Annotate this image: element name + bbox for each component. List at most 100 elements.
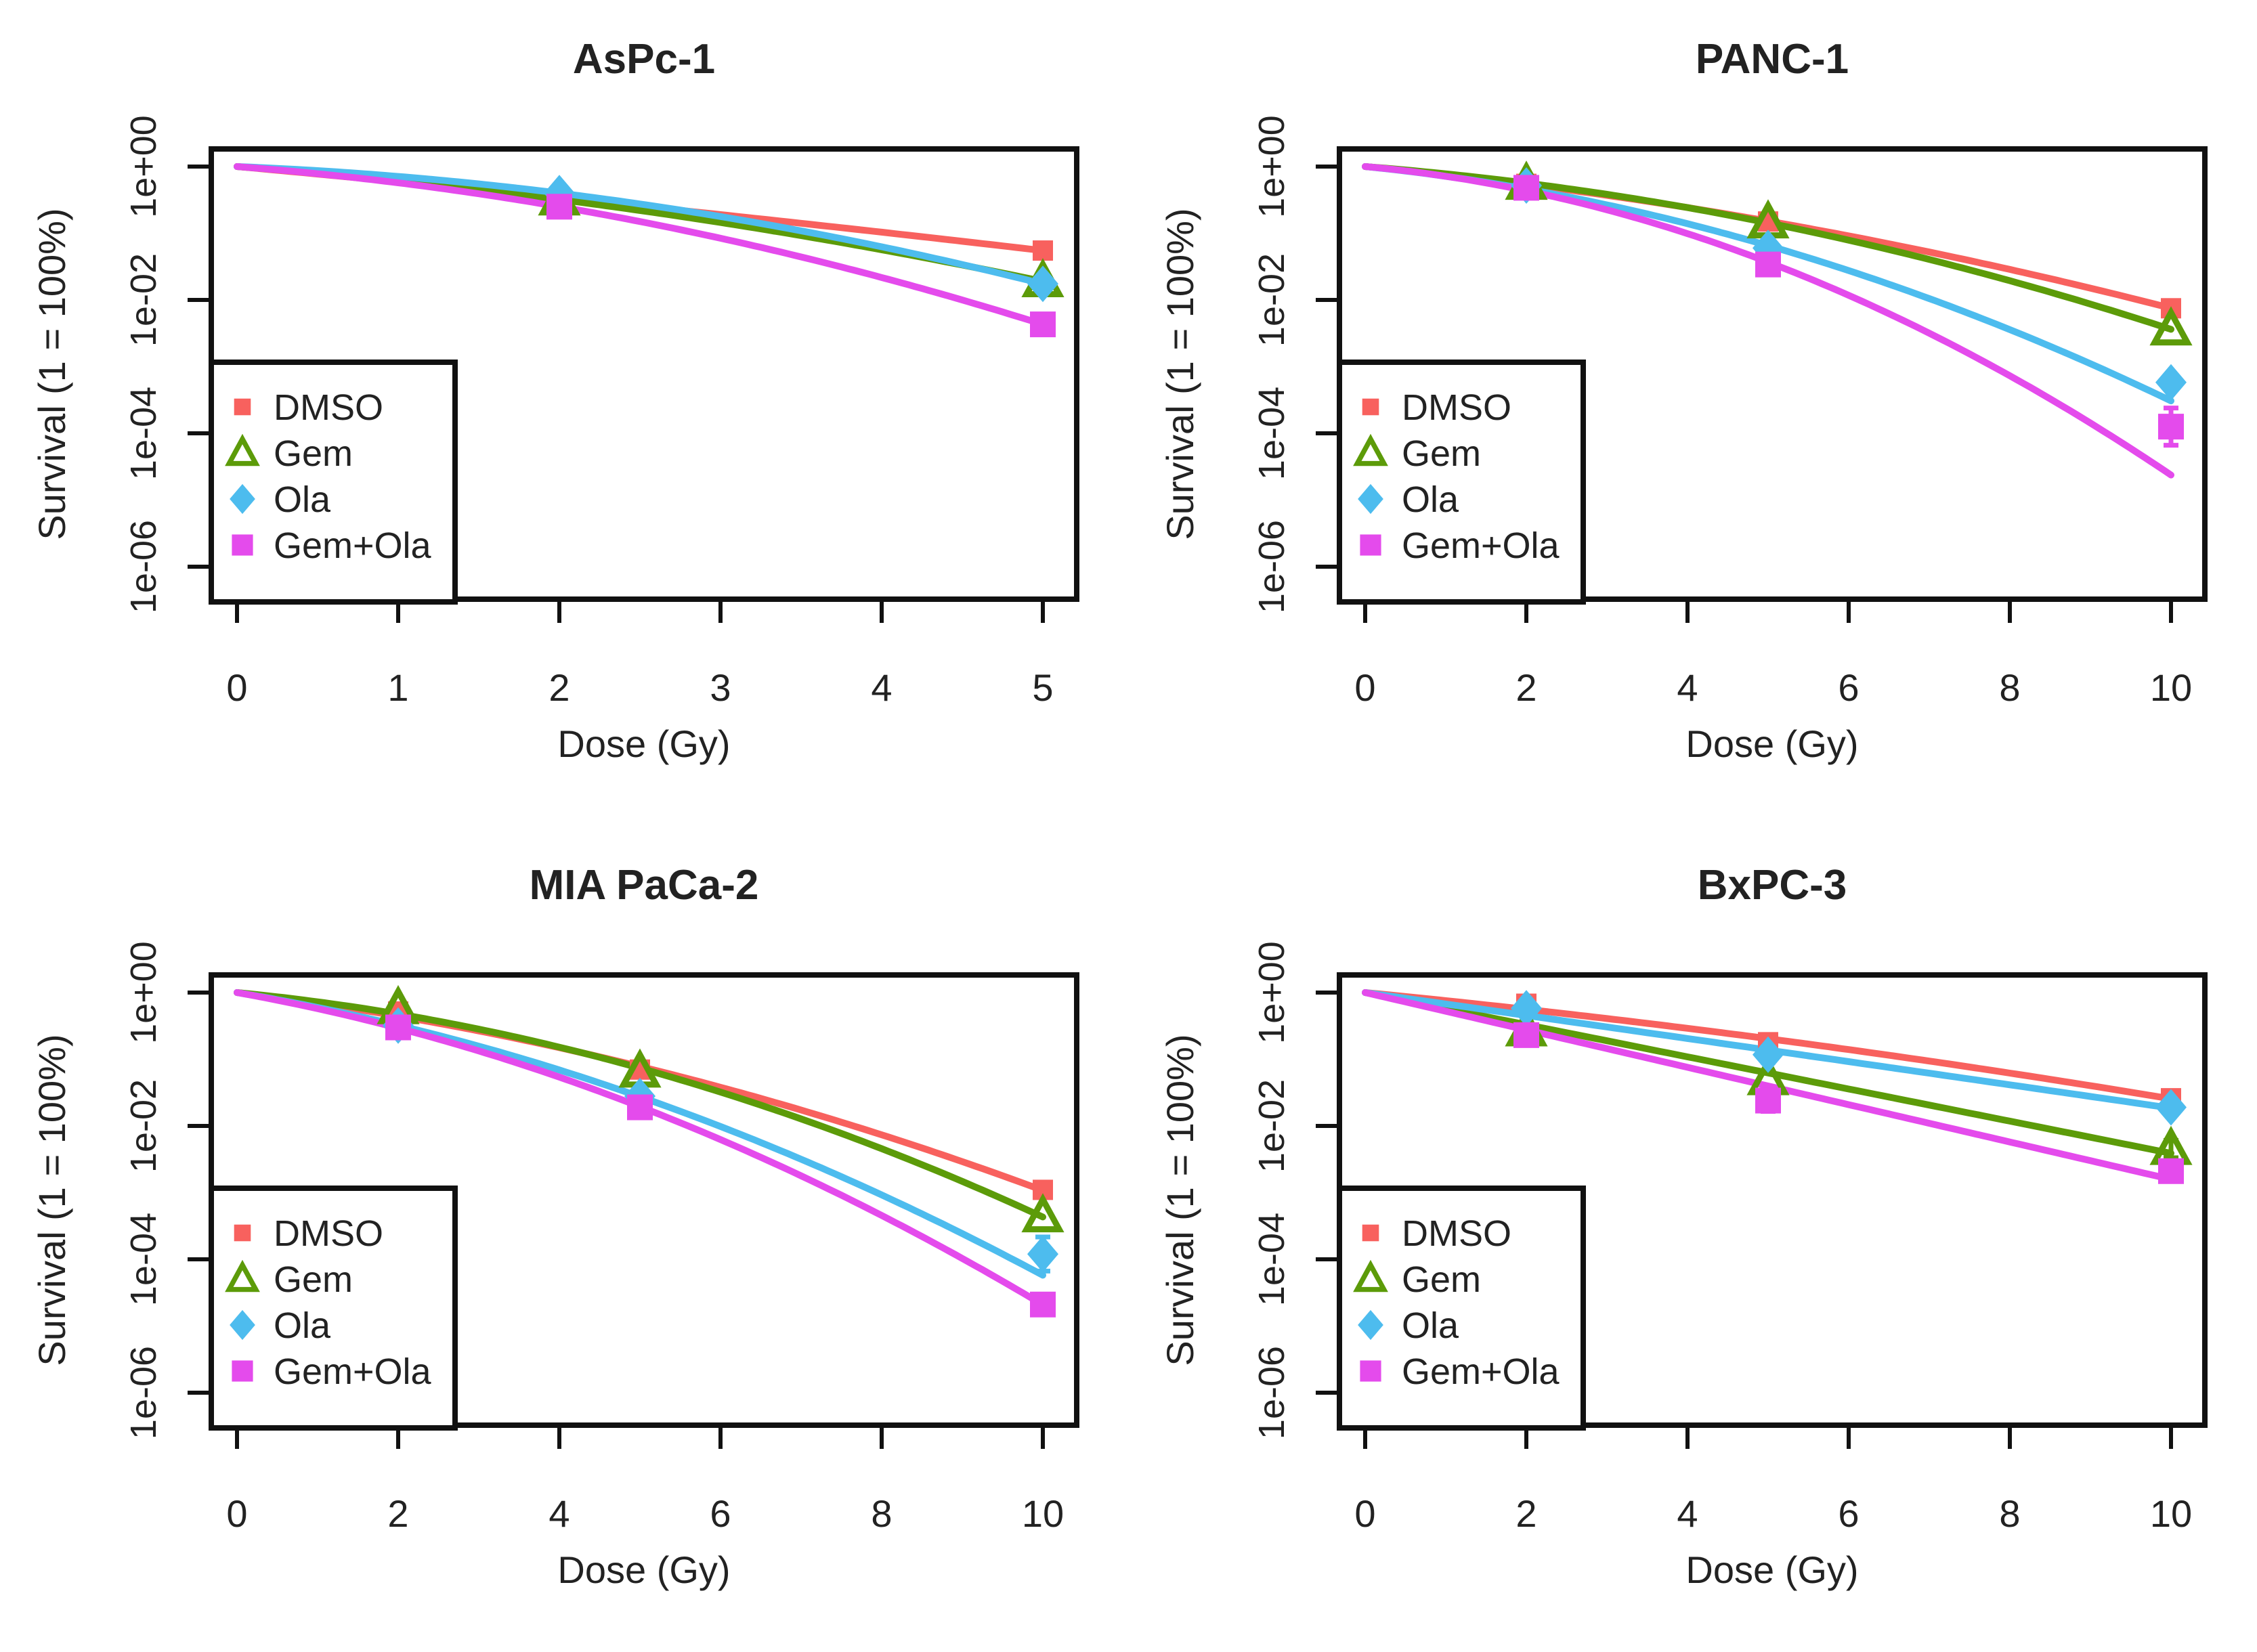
x-tick-label: 2	[549, 666, 569, 709]
x-tick-label: 0	[226, 666, 247, 709]
survival-plot: PANC-1 Survival (1 = 100%) 1e+00 1e-02 1e-04…	[1159, 36, 2208, 765]
ola-diamond-marker	[1358, 483, 1383, 515]
legend-label-ola: Ola	[274, 1305, 331, 1346]
plot-title: MIA PaCa-2	[530, 862, 759, 909]
legend-label-dmso: DMSO	[1402, 1213, 1511, 1254]
x-axis-label: Dose (Gy)	[1685, 722, 1858, 765]
chart-aspc1: AsPc-1 Survival (1 = 100%) 1e+00 1e-02 1e-04…	[0, 0, 1128, 826]
x-tick-label: 5	[1032, 666, 1053, 709]
y-tick-label: 1e-04	[123, 387, 164, 480]
x-tick-label: 8	[871, 1492, 892, 1535]
x-axis-label: Dose (Gy)	[557, 1548, 730, 1591]
legend-label-dmso: DMSO	[274, 387, 383, 428]
x-tick-label: 6	[1838, 666, 1859, 709]
gem-triangle-marker	[225, 433, 260, 466]
gemola-square-marker	[1360, 1360, 1381, 1382]
y-axis-label: Survival (1 = 100%)	[1159, 208, 1201, 540]
ola-diamond-marker	[2155, 1089, 2187, 1126]
x-tick-label: 4	[871, 666, 892, 709]
gemola-square-marker	[1360, 534, 1381, 556]
gemola-square-marker	[546, 194, 572, 220]
x-tick-label: 8	[1999, 666, 2020, 709]
x-tick-label: 4	[549, 1492, 569, 1535]
y-tick-label: 1e-06	[1251, 1346, 1292, 1439]
gemola-square-marker	[1755, 1087, 1781, 1114]
x-axis-label: Dose (Gy)	[1685, 1548, 1858, 1591]
x-tick-label: 10	[2150, 1492, 2192, 1535]
x-tick-label: 0	[1354, 1492, 1375, 1535]
x-tick-label: 0	[1354, 666, 1375, 709]
x-tick-label: 6	[1838, 1492, 1859, 1535]
legend-box	[209, 360, 458, 605]
gem-triangle-marker	[225, 1259, 260, 1292]
dmso-square-marker	[1033, 240, 1053, 261]
dmso-square-marker	[1362, 1224, 1379, 1242]
gemola-square-marker	[2158, 414, 2184, 440]
fit-curve-gem+ola	[1362, 989, 2174, 1183]
gemola-square-marker	[627, 1094, 653, 1121]
fit-curve-gem+ola	[234, 163, 1046, 328]
legend-label-dmso: DMSO	[1402, 387, 1511, 428]
y-tick-label: 1e-02	[1251, 253, 1292, 347]
y-tick-label: 1e+00	[1251, 941, 1292, 1044]
y-tick-label: 1e-04	[1251, 1213, 1292, 1306]
legend-label-gem+ola: Gem+Ola	[274, 1351, 432, 1392]
survival-plot: MIA PaCa-2 Survival (1 = 100%) 1e+00 1e-02 1…	[30, 862, 1079, 1591]
legend-box	[1337, 1186, 1586, 1431]
ola-diamond-marker	[1027, 1236, 1058, 1273]
x-tick-label: 2	[1516, 666, 1536, 709]
y-tick-label: 1e+00	[123, 115, 164, 218]
y-tick-label: 1e-02	[123, 253, 164, 347]
legend-label-gem: Gem	[274, 433, 353, 474]
x-tick-label: 1	[387, 666, 408, 709]
gem-triangle-marker	[1353, 433, 1388, 466]
gemola-square-marker	[232, 534, 253, 556]
plot-title: PANC-1	[1696, 36, 1849, 83]
plot-title: AsPc-1	[573, 36, 715, 83]
y-axis-label: Survival (1 = 100%)	[30, 1034, 73, 1366]
legend-label-gem+ola: Gem+Ola	[1402, 1351, 1560, 1392]
plot-title: BxPC-3	[1698, 862, 1847, 909]
y-tick-label: 1e-06	[123, 520, 164, 613]
legend-label-gem: Gem	[1402, 1259, 1481, 1300]
x-tick-label: 8	[1999, 1492, 2020, 1535]
x-tick-label: 2	[387, 1492, 408, 1535]
dmso-square-marker	[234, 1224, 251, 1242]
chart-bxpc3: BxPC-3 Survival (1 = 100%) 1e+00 1e-02 1e-04…	[1128, 826, 2256, 1652]
y-tick-label: 1e-02	[123, 1079, 164, 1173]
gemola-square-marker	[385, 1014, 411, 1041]
x-tick-label: 10	[1022, 1492, 1064, 1535]
ola-diamond-marker	[1027, 265, 1058, 303]
gemola-square-marker	[1513, 1022, 1539, 1048]
survival-plot: BxPC-3 Survival (1 = 100%) 1e+00 1e-02 1e-04…	[1159, 862, 2208, 1591]
y-axis-label: Survival (1 = 100%)	[1159, 1034, 1201, 1366]
chart-panc1: PANC-1 Survival (1 = 100%) 1e+00 1e-02 1e-04…	[1128, 0, 2256, 826]
x-tick-label: 0	[226, 1492, 247, 1535]
legend-label-dmso: DMSO	[274, 1213, 383, 1254]
legend-label-gem: Gem	[1402, 433, 1481, 474]
legend-box	[1337, 360, 1586, 605]
y-tick-label: 1e-04	[123, 1213, 164, 1306]
legend-label-gem+ola: Gem+Ola	[1402, 525, 1560, 566]
gemola-square-marker	[1513, 175, 1539, 201]
y-tick-label: 1e+00	[123, 941, 164, 1044]
x-tick-label: 4	[1677, 1492, 1698, 1535]
y-axis-label: Survival (1 = 100%)	[30, 208, 73, 540]
gem-triangle-marker	[2149, 306, 2193, 346]
ola-diamond-marker	[2155, 364, 2187, 401]
ola-diamond-marker	[1753, 1036, 1784, 1073]
x-axis-label: Dose (Gy)	[557, 722, 730, 765]
legend-label-ola: Ola	[1402, 479, 1459, 520]
dmso-square-marker	[234, 398, 251, 416]
fit-curve-ola	[234, 163, 1046, 288]
gem-triangle-marker	[1021, 1193, 1065, 1233]
y-tick-label: 1e-04	[1251, 387, 1292, 480]
gemola-square-marker	[1030, 311, 1056, 338]
legend-label-ola: Ola	[274, 479, 331, 520]
gemola-square-marker	[1030, 1291, 1056, 1318]
legend-box	[209, 1186, 458, 1431]
x-tick-label: 10	[2150, 666, 2192, 709]
y-tick-label: 1e-02	[1251, 1079, 1292, 1173]
x-tick-label: 6	[710, 1492, 731, 1535]
